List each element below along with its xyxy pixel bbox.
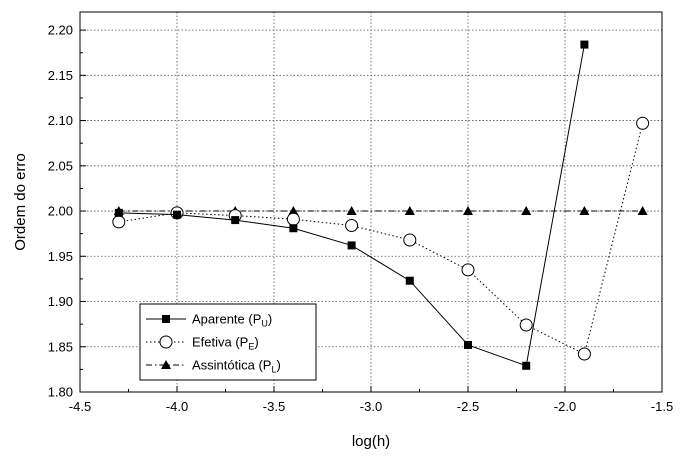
series-line xyxy=(118,123,644,355)
y-tick-label: 2.00 xyxy=(48,204,73,219)
x-tick-label: -3.5 xyxy=(263,399,285,414)
legend-label-subscript: L xyxy=(271,365,276,375)
legend-label: Assintótica (PL) xyxy=(192,358,281,375)
data-point xyxy=(461,263,475,277)
legend-label-close: ) xyxy=(268,312,272,327)
legend-label-subscript: E xyxy=(248,342,254,352)
x-tick-label: -1.5 xyxy=(651,399,673,414)
data-point xyxy=(519,318,533,332)
data-point xyxy=(522,361,531,370)
legend-marker xyxy=(162,315,170,323)
legend-label-text: Efetiva (P xyxy=(192,335,248,350)
legend-label: Aparente (PU) xyxy=(192,312,272,329)
y-tick-label: 1.85 xyxy=(48,339,73,354)
legend-label-subscript: U xyxy=(261,319,268,329)
data-point xyxy=(289,224,298,233)
legend-label-text: Aparente (P xyxy=(192,312,261,327)
data-point xyxy=(580,40,589,49)
data-point xyxy=(404,206,415,216)
data-point xyxy=(173,210,181,219)
data-point xyxy=(288,206,299,216)
data-point xyxy=(286,212,300,226)
data-point xyxy=(579,206,590,216)
data-point xyxy=(347,241,356,250)
x-tick-label: -2.5 xyxy=(457,399,479,414)
y-tick-label: 1.80 xyxy=(48,385,73,400)
data-point xyxy=(521,206,532,216)
series-layer xyxy=(112,40,650,370)
data-point xyxy=(112,215,126,229)
legend-label-text: Assintótica (P xyxy=(192,358,271,373)
ticks: -4.5 -4.0 -3.5 -3.0 -2.5 -2.0 -1.5 1.80 1.85 1.90… xyxy=(48,23,674,414)
legend-marker xyxy=(159,335,173,349)
series-3 xyxy=(113,206,648,216)
data-point xyxy=(577,347,591,361)
data-point xyxy=(403,233,417,247)
x-tick-label: -4.0 xyxy=(166,399,188,414)
data-point xyxy=(463,206,473,216)
data-point xyxy=(346,206,357,216)
x-tick-label: -4.5 xyxy=(69,399,91,414)
y-tick-label: 2.10 xyxy=(48,113,73,128)
y-tick-label: 2.15 xyxy=(48,68,73,83)
x-tick-label: -3.0 xyxy=(360,399,382,414)
data-point xyxy=(464,340,472,349)
legend-label: Efetiva (PE) xyxy=(192,335,259,352)
legend: Aparente (PU)Efetiva (PE)Assintótica (PL… xyxy=(139,303,317,381)
legend-label-close: ) xyxy=(254,335,258,350)
y-tick-label: 2.05 xyxy=(48,158,73,173)
y-axis-title: Ordem do erro xyxy=(12,153,29,251)
series-1 xyxy=(114,40,589,370)
data-point xyxy=(345,219,359,233)
y-tick-label: 1.90 xyxy=(48,294,73,309)
data-point xyxy=(405,276,414,285)
x-tick-label: -2.0 xyxy=(554,399,576,414)
y-tick-label: 2.20 xyxy=(48,23,73,38)
data-point xyxy=(114,208,123,217)
x-axis-title: log(h) xyxy=(352,433,390,450)
data-point xyxy=(637,206,648,216)
y-tick-label: 1.95 xyxy=(48,249,73,264)
data-point xyxy=(231,216,240,225)
data-point xyxy=(636,116,650,130)
legend-marker xyxy=(161,360,171,369)
legend-label-close: ) xyxy=(277,358,281,373)
